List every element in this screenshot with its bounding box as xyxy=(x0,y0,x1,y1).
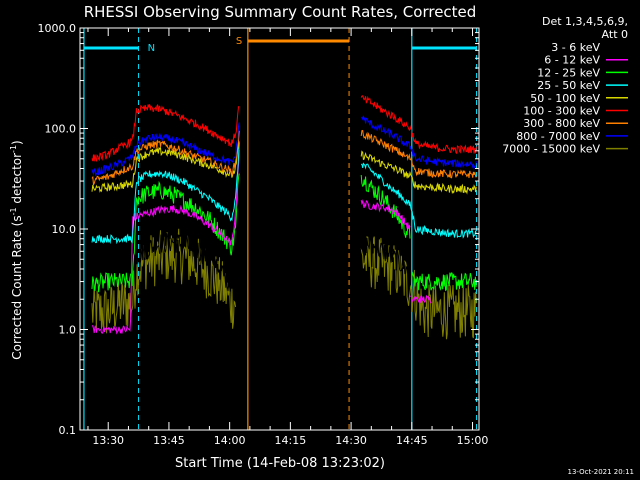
series-line xyxy=(91,141,240,193)
series-3 xyxy=(91,173,477,293)
x-tick-label: 13:30 xyxy=(92,434,124,447)
series-line xyxy=(360,150,477,195)
series-line xyxy=(360,231,411,280)
legend-entry-label: 50 - 100 keV xyxy=(530,92,600,105)
series-6 xyxy=(91,95,477,162)
y-tick-label: 10.0 xyxy=(52,223,77,236)
orange-interval-label: S xyxy=(236,36,242,47)
series-line xyxy=(91,149,240,335)
legend-entry-label: 25 - 50 keV xyxy=(537,79,600,92)
y-tick-label: 1000.0 xyxy=(38,22,77,35)
cyan-interval-label: N xyxy=(148,43,155,54)
series-layer xyxy=(91,95,477,340)
y-axis-label-sup1: -1 xyxy=(9,207,18,215)
y-tick-label: 0.1 xyxy=(59,424,77,437)
x-tick-label: 15:00 xyxy=(457,434,489,447)
legend-entry-label: 100 - 300 keV xyxy=(523,105,600,118)
legend-entry-label: 7000 - 15000 keV xyxy=(502,143,600,156)
axes-layer: 0.1 1.0 10.0 100.0 1000.0 13:30 13:45 14:00 14:1… xyxy=(38,22,489,447)
series-line xyxy=(91,142,240,245)
series-line xyxy=(360,95,477,155)
legend-entry-label: 3 - 6 keV xyxy=(551,41,600,54)
series-7 xyxy=(91,129,477,187)
x-tick-label: 14:00 xyxy=(214,434,246,447)
legend-entry-label: 300 - 800 keV xyxy=(523,117,600,130)
series-line-tail xyxy=(410,271,477,292)
series-1 xyxy=(132,181,411,292)
y-axis-label: Corrected Count Rate (s-1 detector-1) xyxy=(9,140,24,359)
x-tick-label: 14:15 xyxy=(275,434,307,447)
series-line xyxy=(360,129,477,179)
series-line xyxy=(360,199,411,229)
annotation-layer: NS xyxy=(83,28,478,430)
y-axis-label-main: Corrected Count Rate (s xyxy=(10,215,24,359)
y-axis-label-mid: detector xyxy=(10,153,24,208)
series-line-tail xyxy=(410,294,432,304)
chart-title: RHESSI Observing Summary Count Rates, Co… xyxy=(84,3,477,21)
legend-entry-label: 12 - 25 keV xyxy=(537,66,600,79)
x-axis-label: Start Time (14-Feb-08 13:23:02) xyxy=(175,456,385,471)
legend-entry-label: 800 - 7000 keV xyxy=(516,130,600,143)
series-line xyxy=(132,181,241,292)
y-tick-label: 100.0 xyxy=(45,123,77,136)
series-line xyxy=(360,162,477,239)
series-5 xyxy=(91,141,477,195)
series-2 xyxy=(91,149,432,335)
legend-header-1: Det 1,3,4,5,6,9, xyxy=(542,15,628,28)
y-tick-label: 1.0 xyxy=(59,324,77,337)
x-tick-label: 14:45 xyxy=(396,434,428,447)
series-line xyxy=(91,103,240,162)
series-line xyxy=(91,122,240,177)
footer-timestamp: 13-Oct-2021 20:11 xyxy=(568,468,634,476)
legend-header-2: Att 0 xyxy=(602,28,628,41)
series-line xyxy=(360,174,411,239)
series-4 xyxy=(91,142,477,245)
series-8 xyxy=(91,115,477,177)
y-axis-label-end: ) xyxy=(10,140,24,145)
x-tick-label: 13:45 xyxy=(153,434,185,447)
series-line xyxy=(360,115,477,170)
legend-entry-label: 6 - 12 keV xyxy=(544,54,600,67)
y-axis-label-sup2: -1 xyxy=(9,145,18,153)
series-line xyxy=(91,173,240,293)
x-tick-label: 14:30 xyxy=(335,434,367,447)
series-line xyxy=(91,130,240,187)
